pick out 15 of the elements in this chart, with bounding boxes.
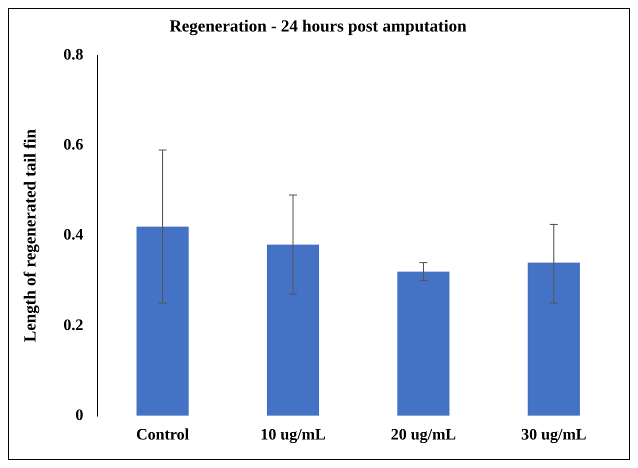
chart-title: Regeneration - 24 hours post amputation [169,16,468,36]
y-tick-label: 0 [75,406,84,424]
y-tick-label: 0.6 [63,136,84,154]
x-tick-label: 30 ug/mL [521,426,586,444]
y-tick-label: 0.4 [63,226,84,244]
y-tick-label: 0.8 [63,46,84,64]
x-tick-label: Control [136,426,190,444]
x-tick-label: 20 ug/mL [390,426,456,444]
bar [136,226,189,416]
y-axis-title: Length of regenerated tail fin [20,128,40,342]
bar [266,244,320,416]
x-tick-label: 10 ug/mL [260,426,326,444]
bar [397,272,450,416]
bar [528,262,580,416]
y-tick-label: 0.2 [63,316,84,334]
